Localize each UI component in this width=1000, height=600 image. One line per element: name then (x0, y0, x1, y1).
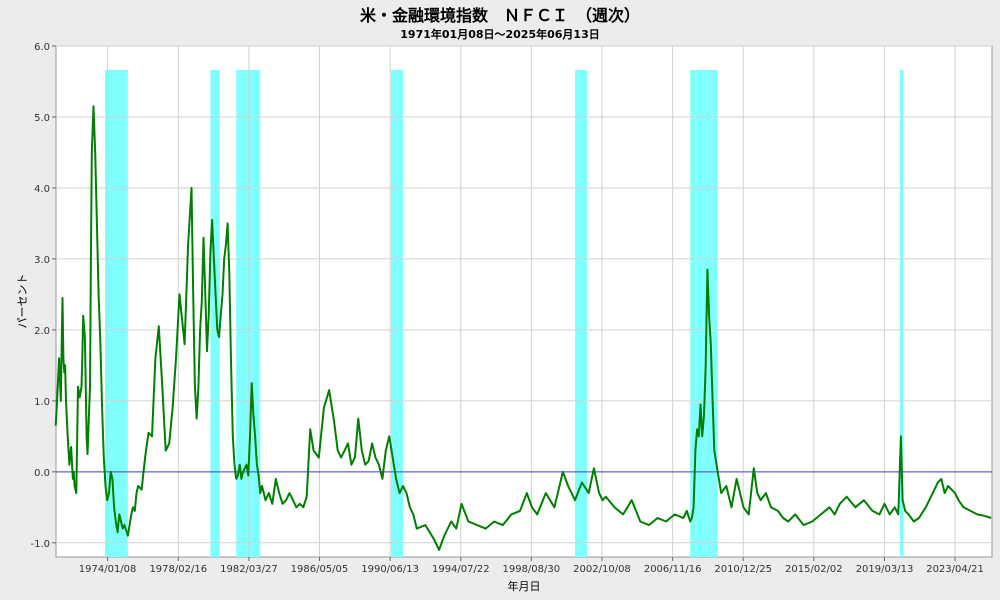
recession-band (236, 70, 261, 557)
x-tick-label: 2015/02/02 (785, 564, 843, 575)
plot-area (55, 45, 993, 558)
x-tick-label: 1982/03/27 (220, 564, 278, 575)
y-tick-label: -1.0 (30, 539, 50, 550)
y-axis-title: パーセント (16, 274, 29, 329)
x-tick-label: 2002/10/08 (573, 564, 631, 575)
recession-band (210, 70, 220, 557)
x-tick-label: 1998/08/30 (502, 564, 560, 575)
recession-band (390, 70, 404, 557)
recession-bands (105, 70, 904, 557)
recession-band (899, 70, 904, 557)
y-axis-ticks: -1.0 0.0 1.0 2.0 3.0 4.0 5.0 6.0 (30, 42, 56, 550)
x-tick-label: 1978/02/16 (149, 564, 207, 575)
y-tick-label: 4.0 (34, 184, 50, 195)
y-tick-label: 3.0 (34, 255, 50, 266)
y-tick-label: 2.0 (34, 326, 50, 337)
y-tick-label: 0.0 (34, 468, 50, 479)
y-tick-label: 6.0 (34, 42, 50, 53)
x-tick-label: 1986/05/05 (291, 564, 349, 575)
x-tick-label: 2006/11/16 (644, 564, 702, 575)
x-tick-label: 1974/01/08 (79, 564, 137, 575)
series-line-nfci (54, 105, 992, 551)
x-axis-title: 年月日 (508, 579, 541, 593)
recession-band (105, 70, 128, 557)
y-tick-label: 5.0 (34, 113, 50, 124)
x-tick-label: 2010/12/25 (714, 564, 772, 575)
x-tick-label: 2019/03/13 (856, 564, 914, 575)
x-tick-label: 1990/06/13 (361, 564, 419, 575)
recession-band (574, 70, 588, 557)
y-tick-label: 1.0 (34, 397, 50, 408)
x-tick-label: 1994/07/22 (432, 564, 490, 575)
chart-subtitle: 1971年01月08日～2025年06月13日 (400, 28, 600, 41)
chart-title: 米・金融環境指数 ＮＦＣＩ （週次） (359, 6, 640, 25)
x-axis-ticks: 1974/01/08 1978/02/16 1982/03/27 1986/05/05… (79, 557, 984, 575)
x-tick-label: 2023/04/21 (926, 564, 984, 575)
